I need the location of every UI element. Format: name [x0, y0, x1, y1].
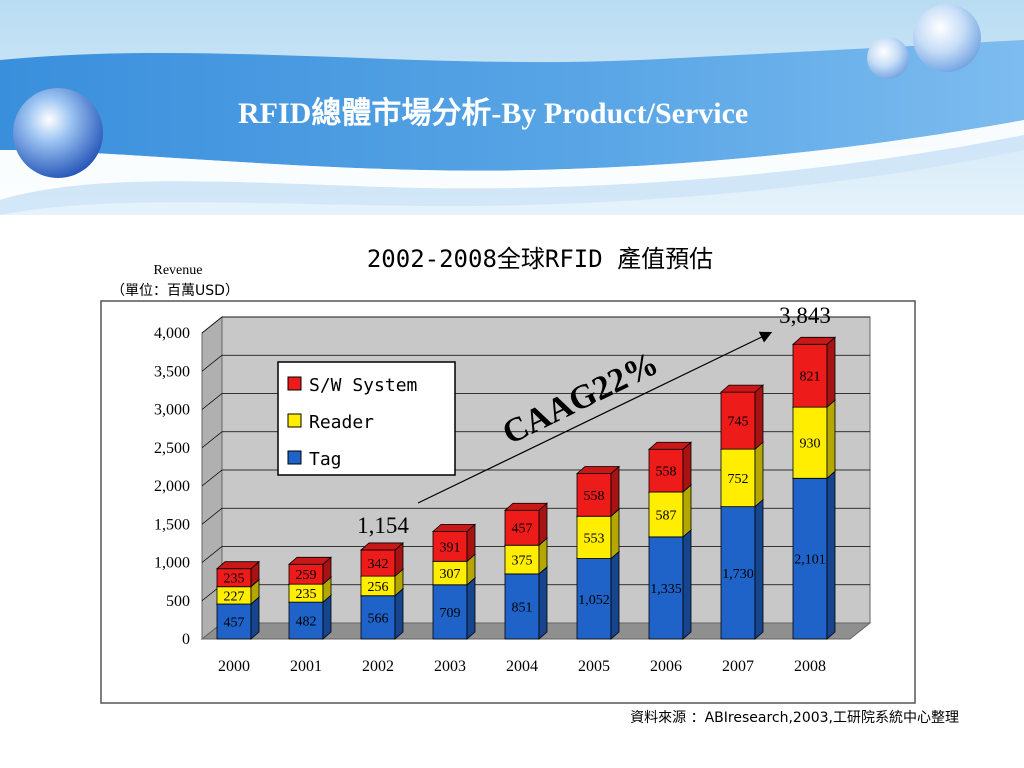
x-tick-label: 2001 [290, 658, 322, 675]
data-label-s-w-system-2007: 745 [728, 415, 749, 430]
bar-s-w-system-2004 [503, 502, 549, 547]
plot-area: 05001,0001,5002,0002,5003,0003,5004,000 … [154, 315, 872, 675]
data-label-reader-2006: 587 [656, 508, 677, 523]
gridline [201, 316, 870, 334]
x-tick-label: 2007 [722, 658, 754, 675]
header-banner [0, 0, 1024, 215]
data-label-s-w-system-2000: 235 [224, 572, 245, 587]
end-value-annotation: 3,843 [779, 303, 831, 328]
bar-s-w-system-2006 [647, 441, 693, 493]
legend-swatch-tag [287, 450, 302, 465]
start-value-annotation: 1,154 [357, 513, 409, 538]
data-label-s-w-system-2003: 391 [440, 540, 461, 555]
y-tick-label: 2,000 [154, 478, 190, 495]
y-tick-label: 0 [182, 631, 190, 648]
data-label-s-w-system-2006: 558 [656, 465, 677, 480]
gridline [201, 431, 870, 449]
data-label-s-w-system-2004: 457 [512, 522, 533, 537]
y-tick-label: 1,000 [154, 555, 190, 572]
x-tick-label: 2005 [578, 658, 610, 675]
data-label-reader-2002: 256 [368, 580, 389, 595]
data-label-tag-2003: 709 [440, 606, 461, 621]
data-label-tag-2002: 566 [368, 611, 389, 626]
data-label-tag-2001: 482 [296, 615, 317, 630]
data-label-tag-2005: 1,052 [578, 593, 610, 608]
data-label-tag-2004: 851 [512, 600, 533, 615]
orb-decoration-large [13, 88, 103, 178]
y-tick-label: 500 [166, 593, 190, 610]
data-label-s-w-system-2002: 342 [368, 557, 389, 572]
data-label-reader-2005: 553 [584, 531, 605, 546]
data-label-s-w-system-2005: 558 [584, 489, 605, 504]
legend-label-reader: Reader [309, 412, 374, 433]
bar-s-w-system-2003 [431, 523, 477, 563]
legend-swatch-sw-system [287, 376, 302, 391]
bar-tag-2003 [431, 576, 477, 640]
data-label-reader-2003: 307 [440, 567, 461, 582]
data-label-reader-2007: 752 [728, 472, 749, 487]
x-tick-label: 2000 [218, 658, 250, 675]
data-label-tag-2008: 2,101 [794, 553, 826, 568]
legend: S/W System Reader Tag [277, 361, 456, 476]
orb-decoration-small [867, 37, 909, 79]
data-label-tag-2006: 1,335 [650, 582, 682, 597]
data-label-reader-2000: 227 [224, 589, 245, 604]
bar-s-w-system-2005 [575, 465, 621, 518]
x-tick-label: 2002 [362, 658, 394, 675]
y-tick-label: 1,500 [154, 516, 190, 533]
data-label-reader-2004: 375 [512, 554, 533, 569]
data-label-reader-2001: 235 [296, 587, 317, 602]
y-axis-label: Revenue [154, 263, 203, 278]
y-tick-label: 4,000 [154, 325, 190, 342]
bar-s-w-system-2001 [287, 556, 333, 586]
bar-s-w-system-2002 [359, 542, 405, 577]
legend-label-sw-system: S/W System [309, 375, 417, 396]
data-label-tag-2007: 1,730 [722, 567, 754, 582]
chart-title: 2002-2008全球RFID 產值預估 [367, 245, 713, 273]
y-tick-label: 3,500 [154, 363, 190, 380]
gridline [201, 393, 870, 410]
legend-label-tag: Tag [309, 449, 342, 470]
legend-swatch-reader [287, 413, 302, 428]
orb-decoration-medium [913, 4, 981, 72]
bar-s-w-system-2008 [791, 336, 837, 409]
slide-title: RFID總體市場分析-By Product/Service [238, 97, 749, 130]
x-tick-label: 2006 [650, 658, 682, 675]
data-label-s-w-system-2001: 259 [296, 568, 317, 583]
x-tick-label: 2004 [506, 658, 538, 675]
data-label-reader-2008: 930 [800, 437, 821, 452]
bar-s-w-system-2000 [215, 560, 261, 588]
bar-tag-2007 [719, 498, 765, 640]
y-tick-label: 2,500 [154, 440, 190, 457]
bar-tag-2006 [647, 528, 693, 640]
gridline [201, 354, 870, 372]
growth-arrow [417, 331, 773, 504]
y-axis-unit: （單位：百萬USD） [111, 283, 239, 299]
y-tick-label: 3,000 [154, 402, 190, 419]
data-label-tag-2000: 457 [224, 616, 245, 631]
x-tick-label: 2008 [794, 658, 826, 675]
source-note: 資料來源 ：ABIresearch,2003,工研院系統中心整理 [630, 710, 959, 726]
x-tick-label: 2003 [434, 658, 466, 675]
bar-s-w-system-2007 [719, 384, 765, 451]
data-label-s-w-system-2008: 821 [800, 370, 821, 385]
